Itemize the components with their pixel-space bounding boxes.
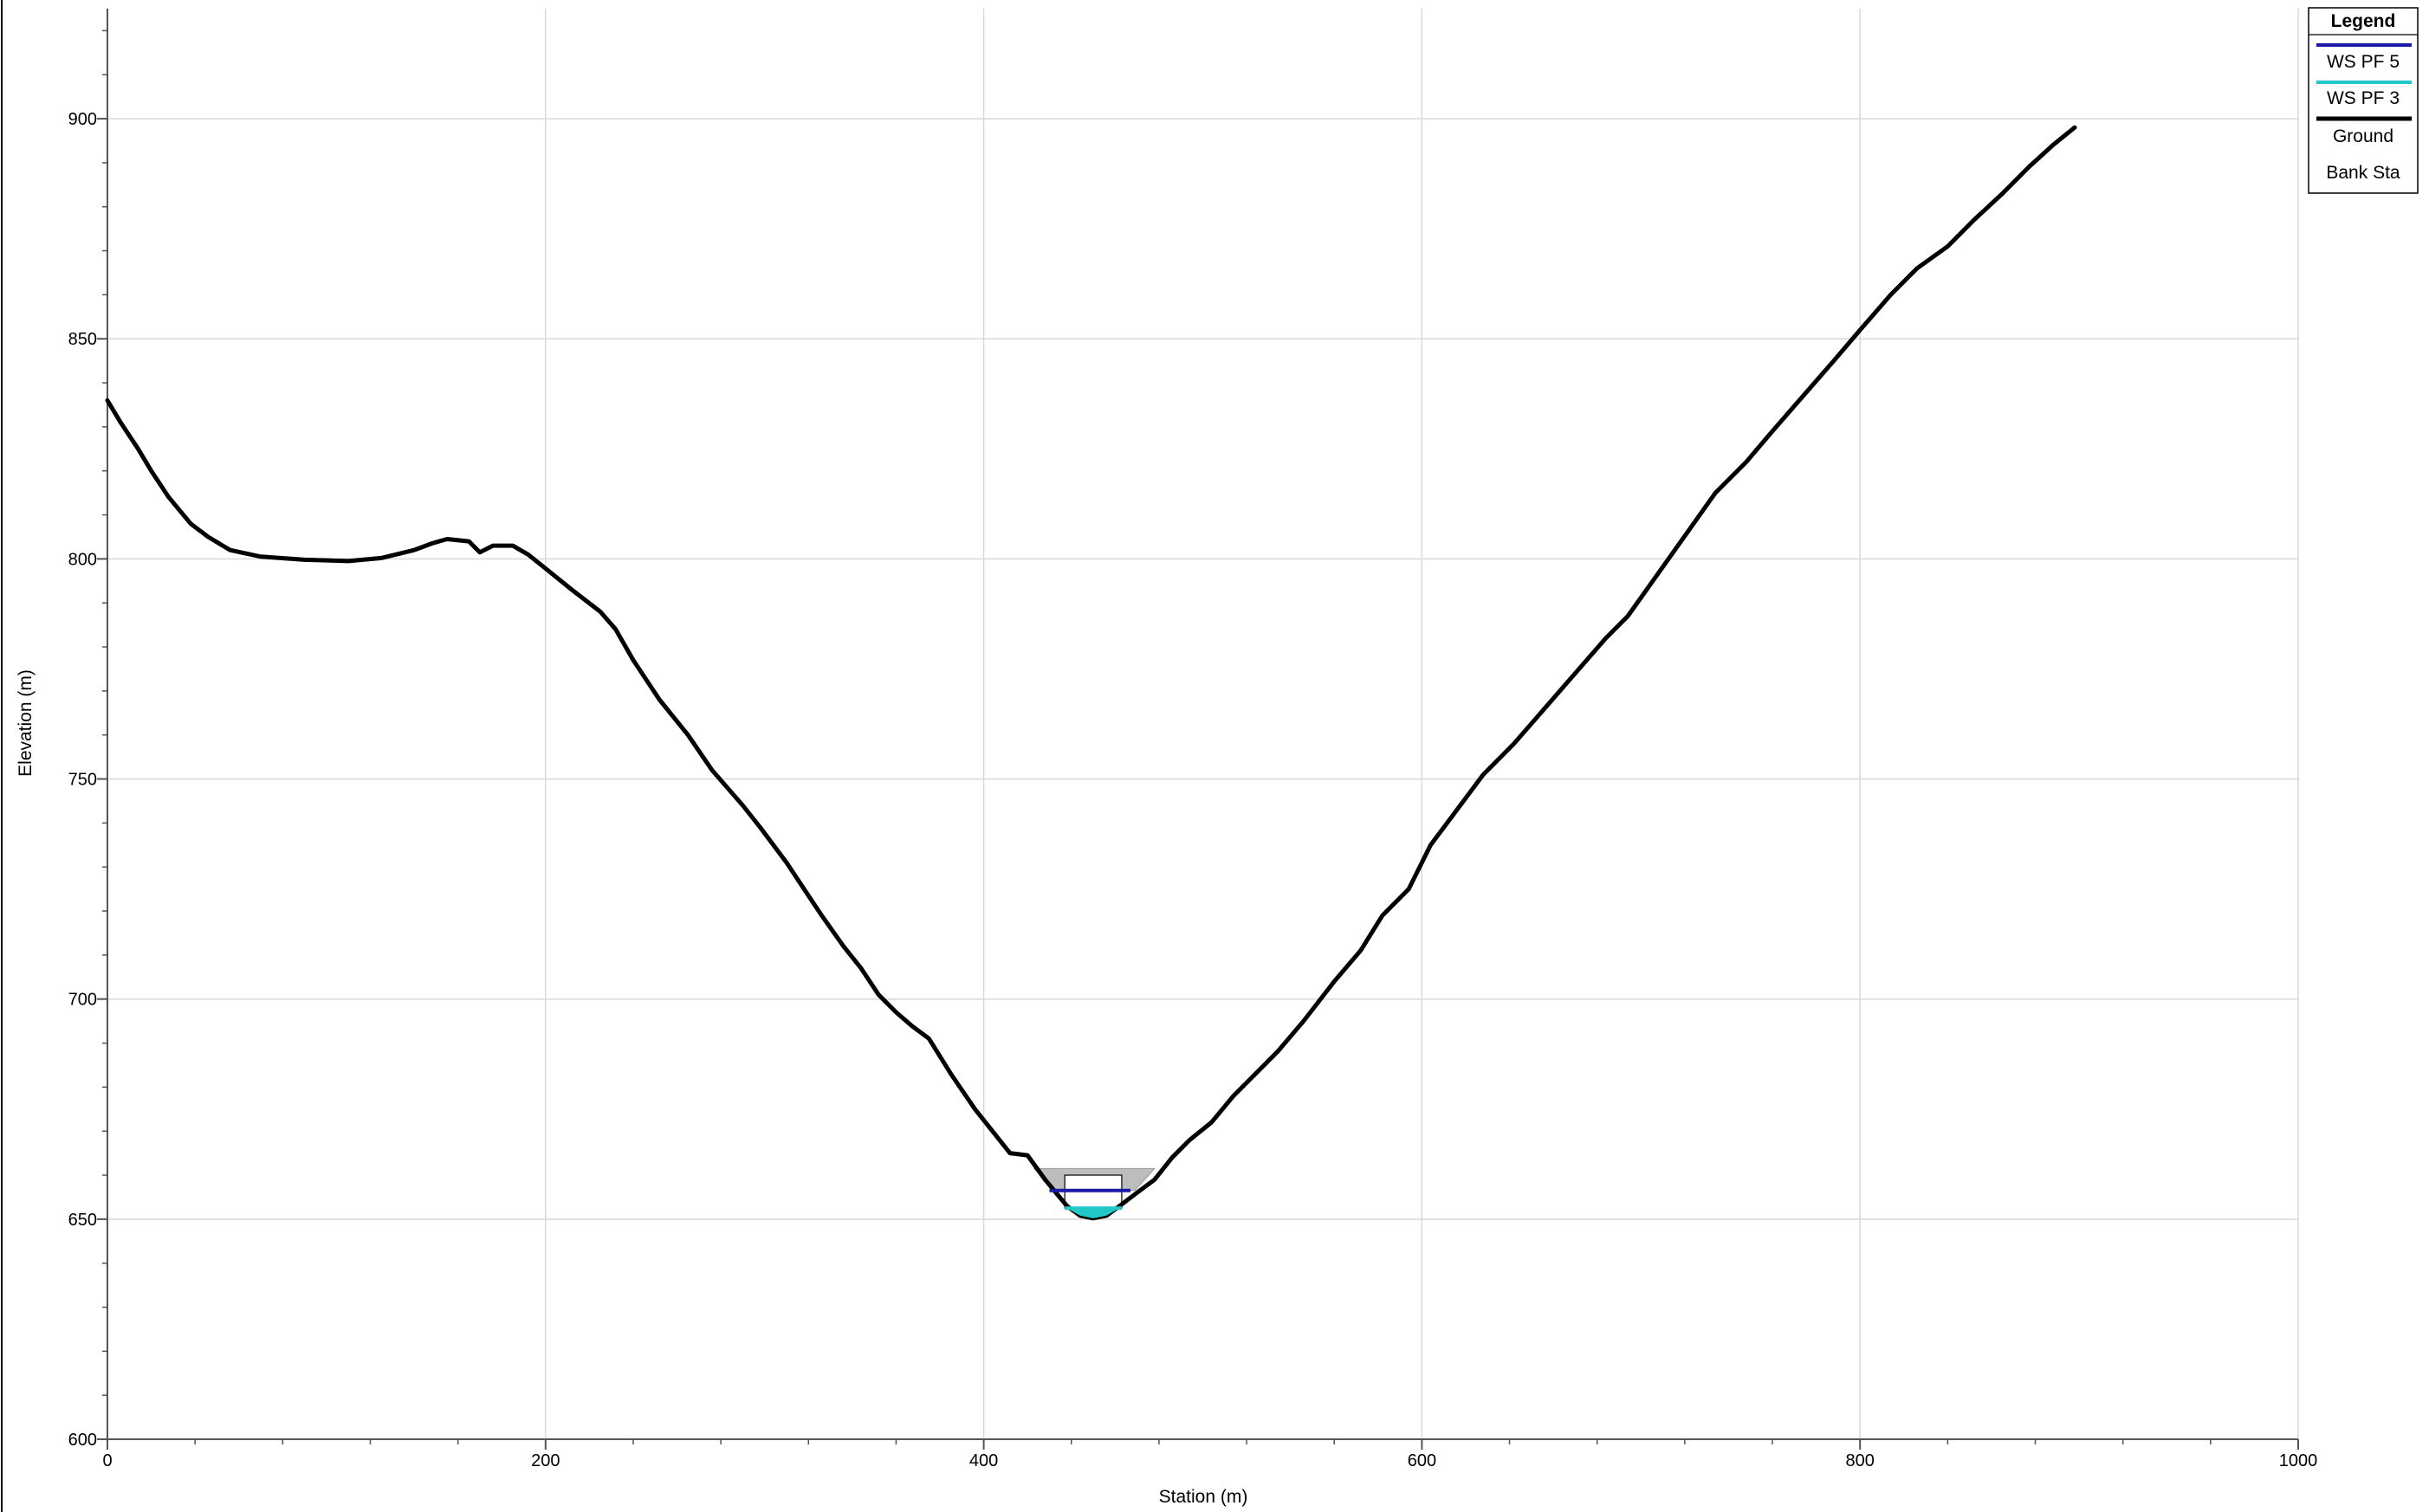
- legend-label-ground: Ground: [2333, 126, 2393, 146]
- x-axis-label: Station (m): [1159, 1487, 1248, 1507]
- ground-line: [105, 125, 2077, 1221]
- y-tick-label-850: 850: [68, 330, 97, 349]
- legend-label-ws-pf3: WS PF 3: [2327, 88, 2400, 108]
- legend-label-bank-sta: Bank Sta: [2326, 163, 2400, 183]
- x-tick-label-200: 200: [531, 1451, 560, 1470]
- y-tick-label-700: 700: [68, 991, 97, 1010]
- axis-labels: Station (m) Elevation (m): [16, 669, 1247, 1507]
- legend-box: [2308, 7, 2419, 194]
- axes: 0 200 400 600 800 1000 600 650 700 750 800 850 900: [68, 9, 2318, 1470]
- x-tick-label-0: 0: [102, 1451, 112, 1470]
- y-tick-label-900: 900: [68, 110, 97, 129]
- y-tick-label-600: 600: [68, 1431, 97, 1450]
- y-tick-label-750: 750: [68, 771, 97, 790]
- y-tick-label-650: 650: [68, 1211, 97, 1230]
- legend: Legend WS PF 5 WS PF 3 Ground Bank Sta: [2308, 7, 2419, 194]
- water-surface-series: [1049, 1188, 1131, 1218]
- legend-label-ws-pf5: WS PF 5: [2327, 52, 2400, 72]
- ws-pf3-fill: [1065, 1208, 1122, 1218]
- x-tick-label-800: 800: [1846, 1451, 1875, 1470]
- ground-series: [105, 125, 2077, 1221]
- y-tick-label-800: 800: [68, 550, 97, 569]
- x-tick-label-1000: 1000: [2279, 1451, 2318, 1470]
- x-tick-label-600: 600: [1408, 1451, 1436, 1470]
- grid-lines: [107, 9, 2299, 1439]
- y-axis-label: Elevation (m): [16, 669, 36, 777]
- legend-title: Legend: [2331, 11, 2396, 31]
- x-tick-label-400: 400: [969, 1451, 998, 1470]
